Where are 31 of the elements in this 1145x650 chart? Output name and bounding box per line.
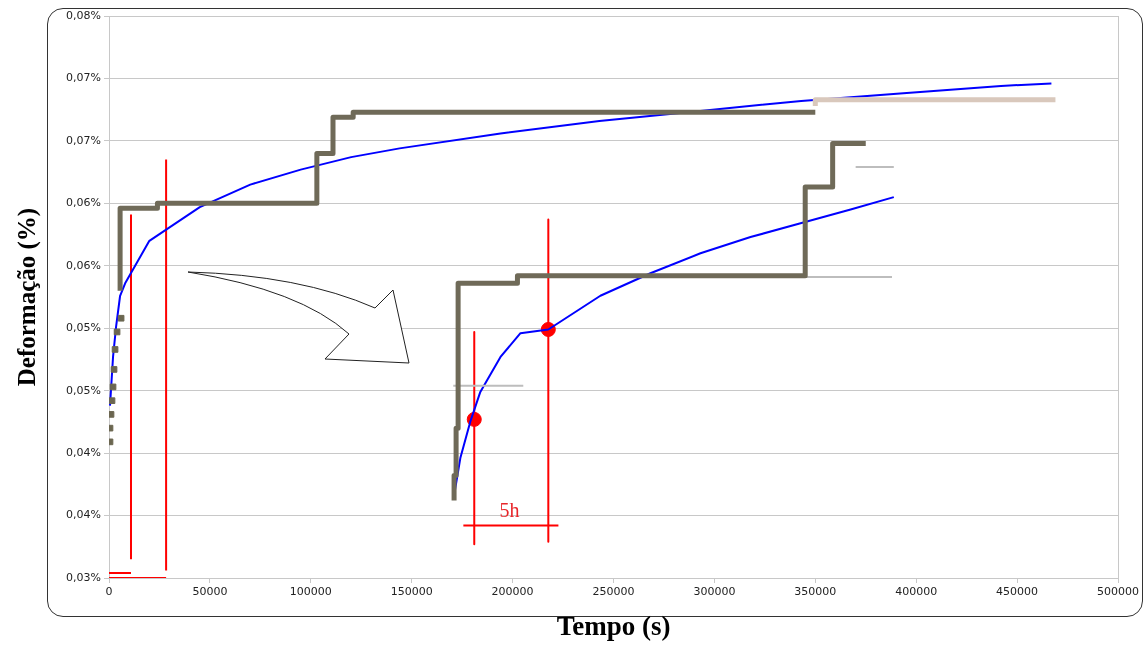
- point: [109, 383, 117, 391]
- x-tick-label: 150000: [390, 585, 433, 599]
- point: [113, 328, 121, 336]
- point: [109, 397, 116, 404]
- y-tick-label: 0,06%: [66, 258, 101, 272]
- x-tick-label: 450000: [996, 585, 1039, 599]
- point: [117, 314, 125, 322]
- x-tick-label: 400000: [895, 585, 938, 599]
- x-tick-label: 100000: [289, 585, 332, 599]
- y-tick-label: 0,07%: [66, 133, 101, 147]
- x-tick-label: 300000: [693, 585, 736, 599]
- y-tick-label: 0,05%: [66, 383, 101, 397]
- x-tick-label: 350000: [794, 585, 837, 599]
- y-axis-title: Deformação (%): [13, 207, 42, 387]
- y-tick-label: 0,04%: [66, 445, 101, 459]
- y-tick-label: 0,06%: [66, 196, 101, 210]
- x-axis-title: Tempo (s): [556, 610, 671, 641]
- y-tick-label: 0,03%: [66, 570, 101, 584]
- y-tick-label: 0,04%: [66, 508, 101, 522]
- x-tick-label: 50000: [192, 585, 228, 599]
- x-tick-label: 500000: [1097, 585, 1139, 599]
- x-tick-label: 200000: [491, 585, 534, 599]
- x-tick-label: 0: [105, 585, 113, 599]
- point: [109, 411, 115, 418]
- y-tick-label: 0,08%: [66, 8, 101, 22]
- annotation: 5h: [499, 499, 520, 522]
- y-tick-label: 0,07%: [66, 71, 101, 85]
- x-tick-label: 250000: [592, 585, 635, 599]
- point: [110, 366, 118, 373]
- y-tick-label: 0,05%: [66, 321, 101, 335]
- point: [111, 346, 119, 353]
